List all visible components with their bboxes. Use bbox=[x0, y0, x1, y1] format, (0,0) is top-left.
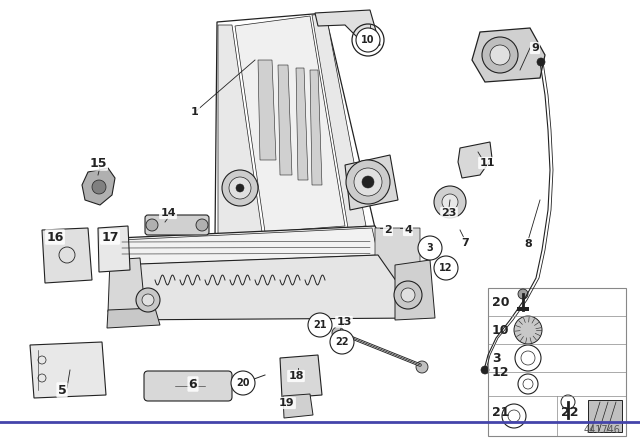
Circle shape bbox=[231, 371, 255, 395]
FancyBboxPatch shape bbox=[145, 215, 209, 235]
Circle shape bbox=[434, 256, 458, 280]
Polygon shape bbox=[108, 258, 145, 312]
Polygon shape bbox=[218, 25, 262, 236]
Circle shape bbox=[482, 37, 518, 73]
Text: 4: 4 bbox=[404, 225, 412, 235]
Circle shape bbox=[330, 330, 354, 354]
Polygon shape bbox=[258, 60, 276, 160]
Circle shape bbox=[416, 361, 428, 373]
Circle shape bbox=[537, 58, 545, 66]
FancyBboxPatch shape bbox=[144, 371, 232, 401]
Circle shape bbox=[401, 288, 415, 302]
Text: 1: 1 bbox=[191, 107, 199, 117]
Polygon shape bbox=[120, 228, 378, 265]
Bar bbox=[488, 288, 626, 436]
Circle shape bbox=[514, 316, 542, 344]
Circle shape bbox=[308, 313, 332, 337]
Circle shape bbox=[356, 28, 380, 52]
Text: 16: 16 bbox=[46, 231, 64, 244]
Polygon shape bbox=[472, 28, 545, 82]
Text: 10: 10 bbox=[492, 323, 509, 336]
Text: 20: 20 bbox=[492, 296, 509, 309]
Circle shape bbox=[136, 288, 160, 312]
Polygon shape bbox=[98, 226, 130, 272]
Text: 7: 7 bbox=[461, 238, 469, 248]
Text: 15: 15 bbox=[89, 156, 107, 169]
Polygon shape bbox=[235, 16, 345, 232]
Circle shape bbox=[354, 168, 382, 196]
Polygon shape bbox=[107, 308, 160, 328]
Text: 12: 12 bbox=[439, 263, 452, 273]
Text: 5: 5 bbox=[58, 383, 67, 396]
Polygon shape bbox=[278, 65, 292, 175]
Text: 2: 2 bbox=[384, 225, 392, 235]
Polygon shape bbox=[283, 394, 313, 418]
Text: 12: 12 bbox=[492, 366, 509, 379]
Circle shape bbox=[229, 177, 251, 199]
Polygon shape bbox=[280, 355, 322, 398]
Polygon shape bbox=[310, 70, 322, 185]
Circle shape bbox=[418, 236, 442, 260]
Text: 20: 20 bbox=[236, 378, 250, 388]
Polygon shape bbox=[112, 226, 420, 318]
Polygon shape bbox=[588, 400, 622, 432]
Text: 3: 3 bbox=[427, 243, 433, 253]
Circle shape bbox=[196, 219, 208, 231]
Polygon shape bbox=[296, 68, 308, 180]
Text: 19: 19 bbox=[279, 398, 295, 408]
Text: 11: 11 bbox=[479, 158, 495, 168]
Polygon shape bbox=[345, 155, 398, 210]
Polygon shape bbox=[315, 10, 380, 48]
Text: 22: 22 bbox=[335, 337, 349, 347]
Text: 17: 17 bbox=[101, 231, 119, 244]
Text: 21: 21 bbox=[492, 405, 509, 418]
Text: 22: 22 bbox=[561, 405, 579, 418]
Text: 18: 18 bbox=[288, 371, 304, 381]
Circle shape bbox=[394, 281, 422, 309]
Circle shape bbox=[92, 180, 106, 194]
Polygon shape bbox=[395, 260, 435, 320]
Text: 6: 6 bbox=[189, 378, 197, 391]
Circle shape bbox=[518, 289, 528, 299]
Text: 10: 10 bbox=[361, 35, 375, 45]
Text: 13: 13 bbox=[336, 317, 352, 327]
Circle shape bbox=[346, 160, 390, 204]
Circle shape bbox=[142, 294, 154, 306]
Text: 3: 3 bbox=[492, 352, 500, 365]
Polygon shape bbox=[30, 342, 106, 398]
Circle shape bbox=[362, 176, 374, 188]
Polygon shape bbox=[82, 168, 115, 205]
Polygon shape bbox=[312, 14, 366, 228]
Bar bbox=[517, 307, 529, 311]
Text: 23: 23 bbox=[442, 208, 457, 218]
Polygon shape bbox=[42, 228, 92, 283]
Circle shape bbox=[490, 45, 510, 65]
Polygon shape bbox=[375, 228, 420, 318]
Polygon shape bbox=[108, 255, 422, 320]
Circle shape bbox=[146, 219, 158, 231]
Circle shape bbox=[236, 184, 244, 192]
Circle shape bbox=[222, 170, 258, 206]
Circle shape bbox=[332, 327, 344, 339]
Text: 441746: 441746 bbox=[583, 425, 620, 435]
Circle shape bbox=[481, 366, 489, 374]
Text: 8: 8 bbox=[524, 239, 532, 249]
Circle shape bbox=[434, 186, 466, 218]
Text: 9: 9 bbox=[531, 43, 539, 53]
Polygon shape bbox=[458, 142, 492, 178]
Text: 14: 14 bbox=[160, 208, 176, 218]
Circle shape bbox=[442, 194, 458, 210]
Text: 21: 21 bbox=[313, 320, 327, 330]
